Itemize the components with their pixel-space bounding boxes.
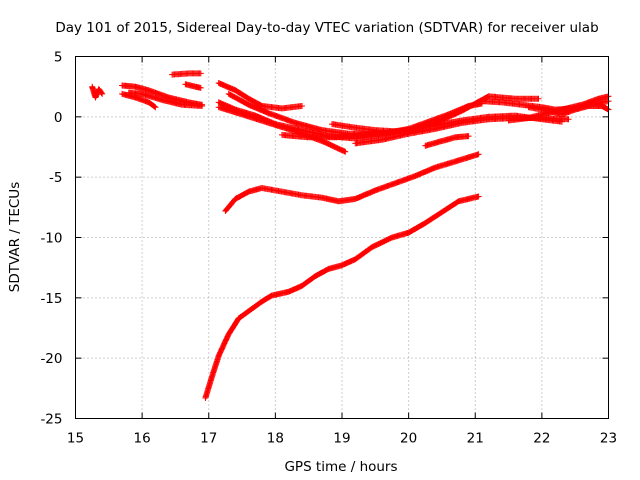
series-trace-s <box>202 193 482 401</box>
grid-lines <box>75 56 609 419</box>
x-axis-ticks: 15 16 17 18 19 20 21 22 23 <box>67 56 617 447</box>
series-markers <box>89 83 106 101</box>
y-tick-label: -15 <box>40 291 62 307</box>
series-markers <box>222 151 482 214</box>
series-markers <box>215 104 349 155</box>
x-tick-label: 21 <box>467 431 484 447</box>
y-tick-label: -20 <box>40 351 62 367</box>
x-tick-label: 16 <box>134 431 151 447</box>
chart-title: Day 101 of 2015, Sidereal Day-to-day VTE… <box>55 20 598 36</box>
series-trace-j <box>215 104 349 155</box>
y-tick-label: -5 <box>49 170 62 186</box>
data-series <box>89 70 612 401</box>
series-trace-a <box>89 83 106 101</box>
series-trace-f <box>182 81 204 91</box>
series-markers <box>119 90 159 111</box>
x-tick-label: 19 <box>333 431 350 447</box>
series-markers <box>182 81 204 91</box>
x-tick-label: 22 <box>533 431 550 447</box>
x-axis-label: GPS time / hours <box>284 459 397 475</box>
series-markers <box>202 193 482 401</box>
series-markers <box>215 80 305 112</box>
x-tick-label: 23 <box>600 431 617 447</box>
y-tick-label: -25 <box>40 412 62 428</box>
series-trace-d <box>125 89 206 109</box>
series-markers <box>525 103 612 118</box>
series-trace-e <box>169 70 204 78</box>
x-tick-label: 20 <box>400 431 417 447</box>
series-trace-c <box>119 90 159 111</box>
y-axis-label: SDTVAR / TECUs <box>7 182 23 292</box>
series-trace-n <box>422 133 472 149</box>
series-trace-q <box>525 103 612 118</box>
y-tick-label: 5 <box>54 50 63 66</box>
y-tick-label: 0 <box>54 110 63 126</box>
y-tick-label: -10 <box>40 231 62 247</box>
x-tick-label: 17 <box>200 431 217 447</box>
series-markers <box>169 70 204 78</box>
y-axis-ticks: -25 -20 -15 -10 -5 0 5 <box>40 50 609 428</box>
series-trace-r <box>222 151 482 214</box>
x-tick-label: 18 <box>267 431 284 447</box>
series-markers <box>422 133 472 149</box>
series-trace-g <box>215 80 305 112</box>
series-markers <box>125 89 206 109</box>
plot-frame <box>75 56 609 419</box>
x-tick-label: 15 <box>67 431 84 447</box>
